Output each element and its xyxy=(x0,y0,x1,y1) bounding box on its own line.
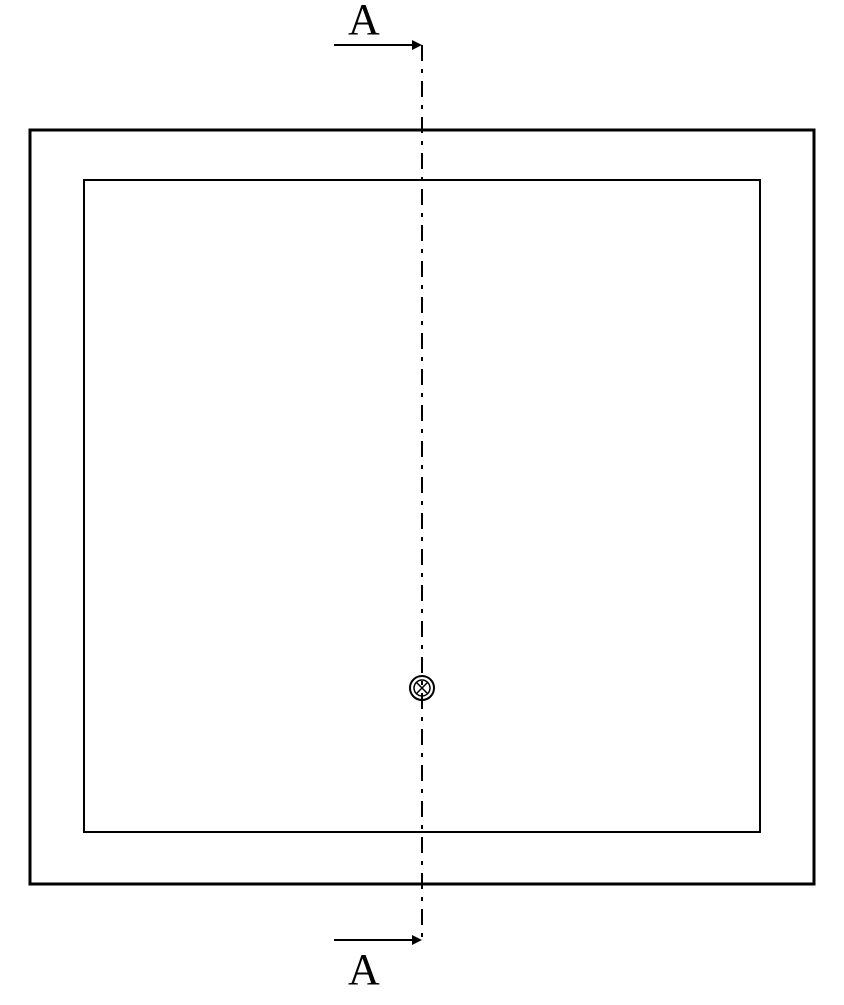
section-arrow-top-head xyxy=(412,40,422,50)
section-arrow-bottom-head xyxy=(412,935,422,945)
section-label-bottom: A xyxy=(348,944,380,995)
center-marker xyxy=(410,676,434,700)
diagram-canvas xyxy=(0,0,844,1000)
section-label-top: A xyxy=(348,0,380,45)
